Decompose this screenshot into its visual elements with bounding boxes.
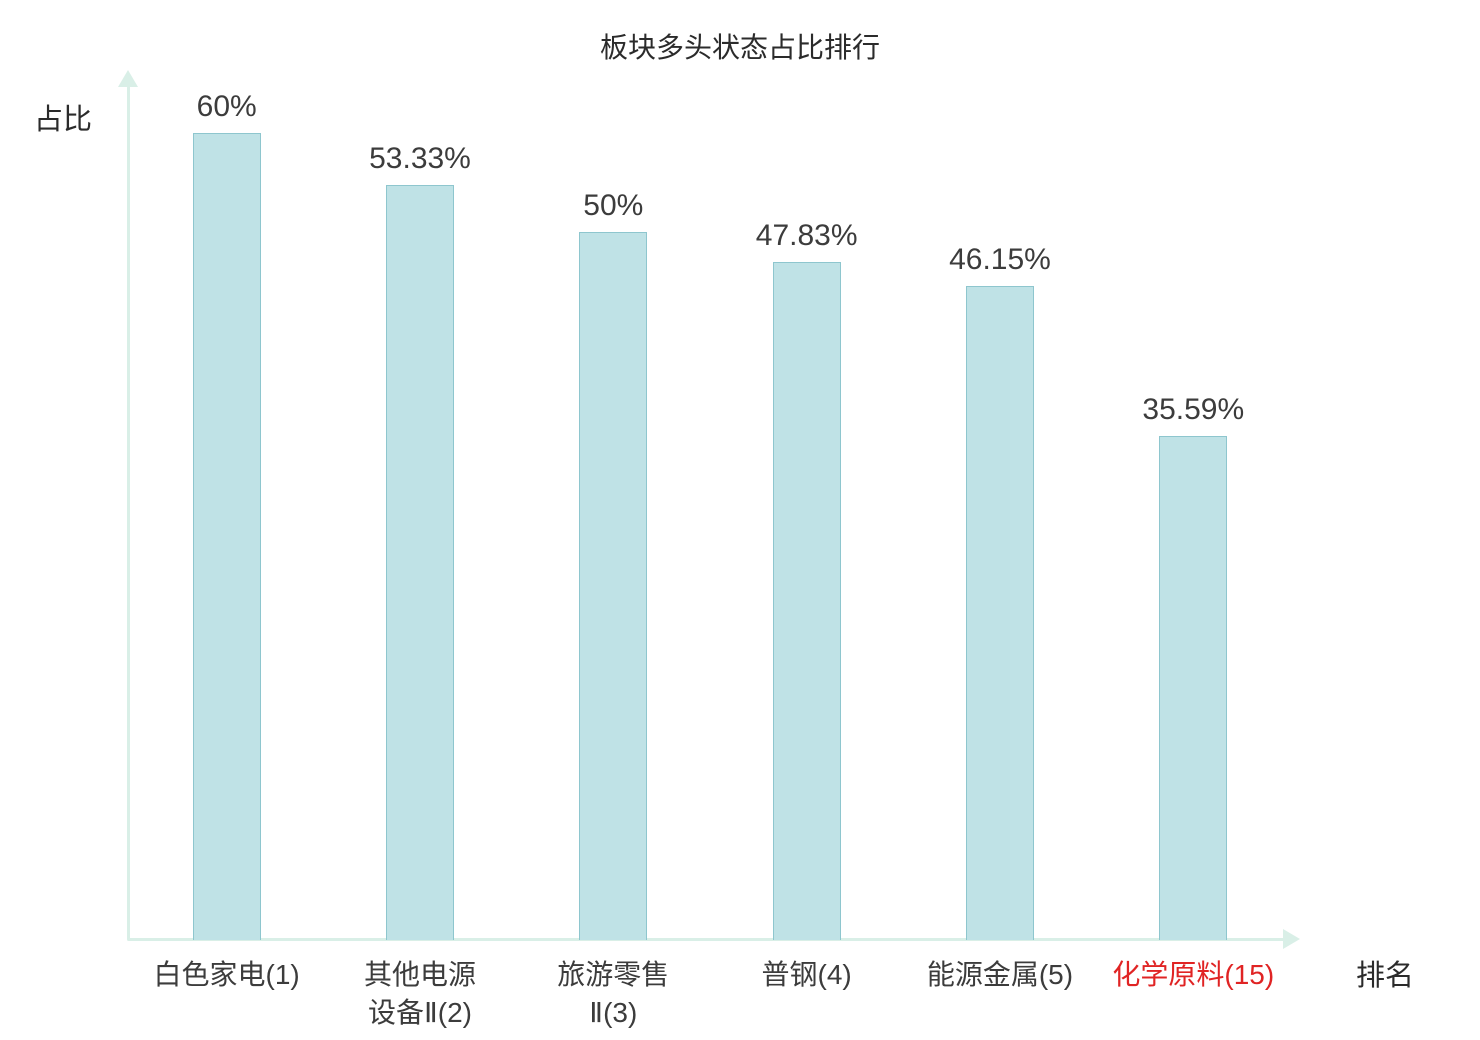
x-axis-arrow-icon <box>1283 929 1300 949</box>
bar <box>965 286 1034 940</box>
category-label: 旅游零售 Ⅱ(3) <box>557 959 670 1028</box>
bar <box>192 133 261 940</box>
x-axis-label: 排名 <box>1356 960 1415 992</box>
y-axis-label: 占比 <box>34 104 93 136</box>
bar-group: 60% 白色家电(1) <box>130 90 323 990</box>
bar-value-label: 53.33% <box>369 141 471 175</box>
bar <box>772 262 841 940</box>
bar-value-label: 47.83% <box>755 219 858 253</box>
x-axis-line <box>127 938 1285 941</box>
bar-value-label: 50% <box>583 188 644 222</box>
category-label: 白色家电(1) <box>153 959 300 990</box>
category-label: 普钢(4) <box>761 959 852 990</box>
bar-group: 46.15% 能源金属(5) <box>903 90 1096 990</box>
plot-area: 60% 白色家电(1) 53.33% 其他电源 设备Ⅱ(2) 50% 旅游零售 … <box>130 90 1290 1028</box>
bar-group: 50% 旅游零售 Ⅱ(3) <box>517 90 710 1028</box>
bar-group: 35.59% 化学原料(15) <box>1097 90 1290 990</box>
bar <box>579 231 648 940</box>
bar <box>385 184 454 940</box>
category-label: 能源金属(5) <box>926 959 1074 990</box>
category-label: 化学原料(15) <box>1112 959 1275 990</box>
bar-group: 53.33% 其他电源 设备Ⅱ(2) <box>323 90 516 1028</box>
bar-value-label: 46.15% <box>949 243 1051 277</box>
y-axis-arrow-icon <box>118 70 138 87</box>
chart-title: 板块多头状态占比排行 <box>599 32 880 63</box>
bar-value-label: 35.59% <box>1142 392 1245 426</box>
bar-group: 47.83% 普钢(4) <box>710 90 903 990</box>
bar <box>1159 435 1228 940</box>
category-label: 其他电源 设备Ⅱ(2) <box>363 959 476 1028</box>
y-axis-line <box>127 86 130 940</box>
bar-value-label: 60% <box>196 90 257 123</box>
